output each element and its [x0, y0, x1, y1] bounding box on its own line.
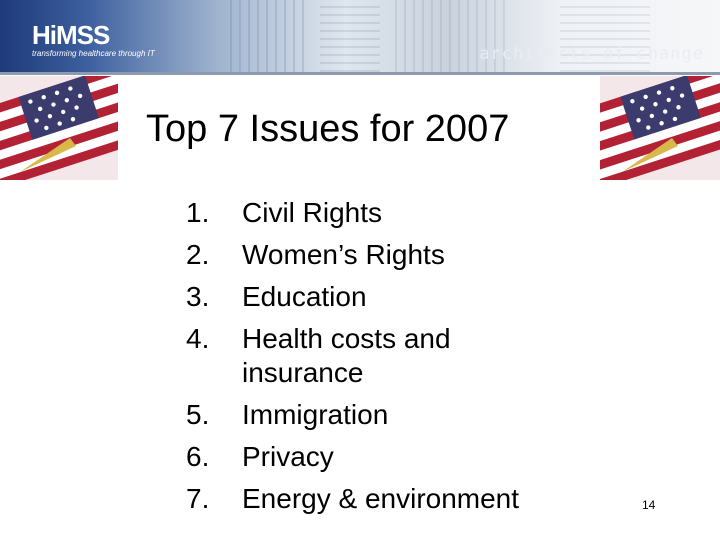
list-item: 7. Energy & environment — [186, 482, 542, 516]
flag-image-left — [0, 76, 118, 180]
header-banner: HiMSS transforming healthcare through IT… — [0, 0, 720, 72]
flag-icon — [0, 76, 118, 180]
item-number: 1. — [186, 197, 210, 228]
page-number: 14 — [642, 498, 656, 512]
himss-logo: HiMSS transforming healthcare through IT — [32, 22, 155, 58]
item-number: 2. — [186, 239, 210, 270]
list-item: 6. Privacy — [186, 440, 542, 474]
item-text: Civil Rights — [242, 197, 383, 228]
list-item: 4. Health costs and insurance — [186, 322, 542, 390]
slide-title: Top 7 Issues for 2007 — [146, 108, 510, 150]
list-item: 5. Immigration — [186, 398, 542, 432]
item-text: Immigration — [242, 399, 389, 430]
building-graphic — [560, 0, 650, 72]
building-graphic — [395, 0, 505, 72]
item-text: Privacy — [242, 441, 334, 472]
list-item: 1. Civil Rights — [186, 196, 542, 230]
banner-tagline: architects of change — [479, 44, 704, 64]
building-graphic — [230, 0, 310, 72]
logo-text: HiMSS — [32, 20, 110, 50]
item-number: 6. — [186, 441, 210, 472]
issues-list: 1. Civil Rights 2. Women’s Rights 3. Edu… — [186, 196, 542, 524]
list-item: 3. Education — [186, 280, 542, 314]
item-text: Energy & environment — [242, 483, 520, 514]
item-text: Women’s Rights — [242, 239, 445, 270]
banner-divider — [0, 72, 720, 75]
item-number: 7. — [186, 483, 210, 514]
logo-tagline: transforming healthcare through IT — [32, 49, 155, 58]
list-item: 2. Women’s Rights — [186, 238, 542, 272]
item-number: 5. — [186, 399, 210, 430]
flag-image-right — [600, 76, 720, 180]
item-text: Health costs and insurance — [242, 323, 451, 388]
flag-icon — [600, 76, 720, 180]
building-graphic — [320, 0, 380, 72]
item-number: 3. — [186, 281, 210, 312]
item-number: 4. — [186, 323, 210, 354]
item-text: Education — [242, 281, 367, 312]
